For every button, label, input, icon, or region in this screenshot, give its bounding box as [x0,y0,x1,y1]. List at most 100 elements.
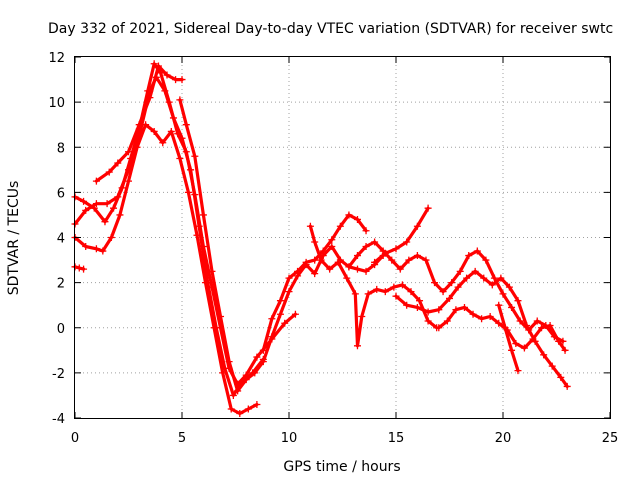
data-point [343,274,351,282]
data-point [167,127,175,135]
series-trace [373,206,430,264]
y-tick-label: -2 [52,367,65,382]
x-tick-label: 10 [281,431,298,446]
data-point [435,324,443,332]
data-point [424,204,432,212]
data-point [311,270,319,278]
data-point [482,256,490,264]
series-trace [308,224,439,348]
data-point [101,218,109,226]
data-point [403,238,411,246]
series-track-1 [71,73,267,399]
data-point [114,159,122,167]
data-point [443,317,451,325]
data-point [253,353,261,361]
data-point [268,315,276,323]
data-point [294,267,302,275]
data-point [413,252,421,260]
x-axis-label: GPS time / hours [283,459,400,475]
data-point [454,283,462,291]
data-point [446,294,453,302]
data-point [92,177,100,185]
data-point [435,306,443,314]
data-point [285,274,293,282]
data-point [469,310,477,318]
data-point [92,245,100,253]
series-trace [437,305,567,352]
data-point [193,231,201,239]
data-point [520,344,528,352]
data-point [191,152,199,160]
x-tick-label: 5 [178,431,186,446]
data-point [159,139,167,147]
data-point [353,265,361,273]
data-point [276,297,284,305]
data-point [561,346,569,354]
data-point [490,274,498,282]
series-trace [73,123,259,416]
data-point [110,204,118,212]
data-point [251,369,259,377]
data-point [80,197,88,205]
data-point [413,222,421,230]
y-axis-label: SDTVAR / TECUs [6,181,22,296]
series-track-7 [306,222,441,350]
data-series [71,60,571,417]
data-point [555,337,563,345]
data-point [184,188,192,196]
data-point [557,373,565,381]
series-track-9 [371,204,432,266]
x-tick-label: 15 [388,431,405,446]
data-point [336,222,344,230]
data-point [150,60,158,68]
data-point [326,265,334,273]
data-point [465,252,473,260]
series-track-6 [259,211,370,354]
series-track-2 [71,60,299,388]
data-point [516,317,524,325]
data-point [448,279,456,287]
gridlines [75,57,610,418]
data-point [253,400,261,408]
data-point [452,306,460,314]
data-point [499,290,507,298]
data-point [390,283,398,291]
data-point [362,227,370,235]
y-tick-label: -4 [52,412,65,427]
data-point [405,256,413,264]
data-point [497,274,505,282]
data-point [208,267,216,275]
data-point [431,279,439,287]
data-point [291,310,299,318]
data-point [488,281,496,289]
y-tick-label: 8 [57,141,65,156]
data-point [236,409,244,417]
data-point [345,263,353,271]
data-point [107,234,115,241]
data-point [381,249,389,257]
data-point [334,258,342,266]
y-tick-label: 10 [48,96,65,111]
data-point [135,121,143,129]
data-point [133,143,141,151]
data-point [302,258,310,266]
data-point [501,324,509,332]
data-point [396,265,404,273]
data-point [150,127,158,135]
data-point [268,333,276,341]
data-point [242,376,250,384]
data-point [463,274,471,282]
data-point [424,308,432,316]
data-point [508,346,516,354]
data-point [92,200,100,208]
data-point [505,283,513,291]
data-point [259,358,267,366]
data-point [217,312,225,320]
data-point [413,303,421,311]
data-point [328,243,336,251]
data-point [392,245,400,253]
data-point [80,265,88,273]
data-point [165,98,173,106]
x-tick-label: 20 [495,431,512,446]
